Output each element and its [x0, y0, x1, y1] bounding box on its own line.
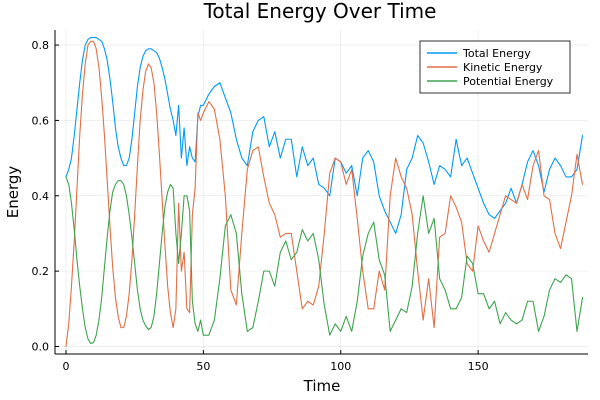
- series-lines: [65, 36, 584, 348]
- x-tick-label: 100: [330, 360, 351, 373]
- legend-label-potential-energy: Potential Energy: [463, 75, 554, 88]
- x-tick-label: 0: [62, 360, 69, 373]
- y-axis-label: Energy: [4, 166, 22, 219]
- x-axis-label: Time: [303, 377, 341, 395]
- axes: [54, 30, 588, 355]
- series-line-kinetic-energy: [65, 40, 584, 348]
- x-tick-label: 150: [468, 360, 489, 373]
- series-line-potential-energy: [65, 176, 584, 344]
- series-line-total-energy: [65, 36, 584, 234]
- y-tick-label: 0.8: [32, 39, 50, 52]
- y-tick-label: 0.6: [32, 114, 50, 127]
- tick-labels: 0 50 100 150 0.0 0.2 0.4 0.6 0.8: [32, 39, 489, 373]
- x-tick-label: 50: [196, 360, 210, 373]
- legend-label-total-energy: Total Energy: [462, 47, 531, 60]
- y-tick-label: 0.4: [32, 190, 50, 203]
- y-tick-label: 0.2: [32, 265, 50, 278]
- y-tick-label: 0.0: [32, 340, 50, 353]
- chart-title: Total Energy Over Time: [203, 0, 437, 23]
- legend-label-kinetic-energy: Kinetic Energy: [463, 61, 543, 74]
